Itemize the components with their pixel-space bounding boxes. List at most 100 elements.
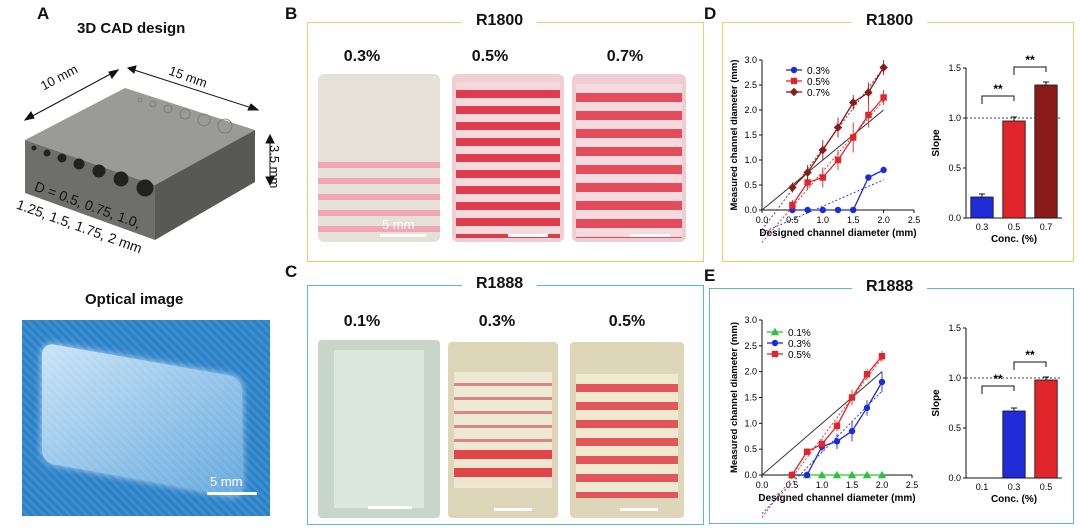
data-point-0.5% (848, 394, 856, 401)
legend-label: 0.3% (788, 339, 811, 350)
panel-b-letter: B (285, 4, 298, 23)
data-point-0.5% (865, 111, 872, 119)
x-tick-label: 0.0 (756, 480, 769, 490)
data-point-0.5% (788, 471, 796, 479)
y-tick-label: 2.5 (744, 80, 757, 90)
data-point-0.3% (848, 427, 856, 435)
legend-marker (771, 339, 779, 347)
panel-e-letter: E (704, 266, 716, 285)
x-tick-label: 2.5 (906, 480, 919, 490)
identity-line (761, 371, 883, 476)
panel-d-letter: D (704, 4, 717, 23)
legend-label: 0.7% (807, 88, 830, 99)
gel-b-2 (452, 74, 564, 242)
data-point-0.5% (878, 352, 886, 360)
dim-arrow-15 (127, 67, 259, 111)
trend-line-0.5% (761, 357, 883, 518)
x-tick-label: 2.0 (876, 480, 889, 490)
y-tick-label: 2.0 (744, 105, 757, 115)
optical-image: 5 mm (22, 320, 270, 516)
y-tick-label: 0.0 (744, 470, 757, 480)
y-tick-label: 2.5 (744, 341, 757, 351)
data-point-0.5% (834, 156, 842, 164)
legend-marker (770, 327, 780, 336)
bar-0.5 (1034, 379, 1058, 479)
cad-top-channels (137, 97, 233, 134)
x-tick-label: 1.5 (847, 215, 860, 225)
x-tick-label: 0.0 (756, 215, 769, 225)
sig-bracket-1 (981, 95, 1015, 104)
legend-marker (790, 77, 798, 85)
gel-b-1: 5 mm (318, 74, 440, 242)
sig-label-2: ** (1025, 53, 1035, 67)
y-tick-label: 0.5 (744, 444, 757, 454)
panel-b-title: R1800 (462, 12, 538, 30)
y-tick-label: 0.5 (948, 163, 961, 173)
b-conc-3: 0.7% (606, 48, 644, 65)
dim-arrow-10 (24, 69, 119, 121)
data-point-0.3% (819, 206, 826, 214)
data-point-0.1% (877, 470, 887, 479)
y-axis-label: Slope (931, 389, 942, 417)
y-tick-label: 0.0 (744, 205, 757, 215)
panel-d-title: R1800 (852, 12, 928, 30)
gel-c-3 (570, 342, 684, 518)
cad-model-drawing (23, 65, 275, 240)
bar-0.3 (970, 196, 994, 219)
x-tick-label: 0.5 (1040, 482, 1053, 492)
x-tick-label: 1.0 (817, 215, 830, 225)
legend-label: 0.5% (788, 350, 811, 361)
b-conc-1: 0.3% (343, 48, 381, 65)
sig-bracket-2 (1013, 66, 1047, 75)
legend-marker (790, 66, 798, 74)
y-tick-label: 0.5 (948, 423, 961, 433)
data-point-0.3% (803, 471, 811, 479)
y-tick-label: 0.5 (744, 180, 757, 190)
data-point-0.3% (834, 206, 842, 214)
sig-label-2: ** (1025, 348, 1035, 362)
data-point-0.1% (817, 470, 827, 479)
panel-c-letter: C (285, 262, 298, 281)
x-tick-label: 0.3 (976, 222, 989, 232)
sig-label-1: ** (993, 82, 1003, 96)
data-point-0.7% (864, 88, 873, 97)
y-tick-label: 1.0 (744, 155, 757, 165)
x-axis-label: Designed channel diameter (mm) (758, 493, 915, 504)
bar-0.5 (1002, 120, 1026, 219)
x-tick-label: 0.5 (1008, 222, 1021, 232)
y-axis-label: Measured channel diameter (mm) (729, 60, 740, 211)
data-point-0.3% (850, 206, 857, 214)
data-point-0.5% (803, 448, 811, 455)
legend-marker (771, 350, 779, 358)
sig-bracket-1 (981, 385, 1015, 394)
y-tick-label: 1.0 (744, 418, 757, 428)
panel-c-title: R1888 (462, 275, 538, 293)
y-tick-label: 1.0 (948, 113, 961, 123)
x-axis-label: Designed channel diameter (mm) (759, 228, 916, 239)
y-tick-label: 1.5 (744, 393, 757, 403)
cad-block-top (25, 88, 255, 185)
b-scale-label: 5 mm (382, 217, 415, 232)
chart-e-line: 0.0 0.5 1.0 1.5 2.0 2.5 0.0 0.5 1.0 1.5 2.0 2.5 3.0 D… (729, 315, 919, 518)
data-point-0.5% (850, 134, 857, 141)
sig-bracket-2 (1013, 361, 1047, 370)
panel-a-letter: A (37, 4, 50, 23)
data-point-0.1% (847, 470, 857, 479)
c-conc-3: 0.5% (608, 313, 646, 330)
data-point-0.3% (865, 174, 872, 181)
legend-label: 0.3% (807, 66, 830, 77)
y-tick-label: 0.0 (948, 473, 961, 483)
data-point-0.7% (849, 98, 858, 107)
data-point-0.5% (804, 179, 811, 186)
x-tick-label: 2.0 (877, 215, 890, 225)
data-point-0.3% (804, 206, 811, 214)
data-point-0.7% (879, 63, 888, 72)
y-tick-label: 1.0 (948, 373, 961, 383)
data-point-0.5% (789, 201, 796, 209)
panel-e-title: R1888 (852, 278, 928, 296)
y-tick-label: 1.5 (744, 130, 757, 140)
data-point-0.3% (833, 438, 841, 445)
y-tick-label: 3.0 (744, 315, 757, 325)
bar-0.3 (1002, 410, 1026, 479)
